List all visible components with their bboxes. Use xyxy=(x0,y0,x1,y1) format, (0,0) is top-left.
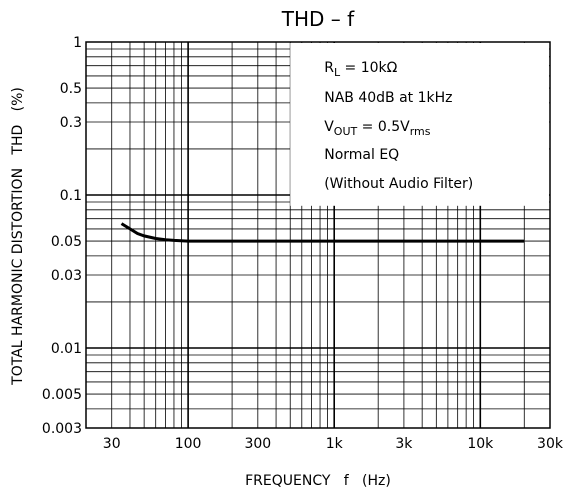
thd-curve xyxy=(120,222,525,243)
x-tick-label: 3k xyxy=(395,436,413,452)
y-tick-label: 0.3 xyxy=(60,115,82,131)
x-tick-label: 100 xyxy=(175,436,202,452)
y-tick-label: 0.05 xyxy=(51,234,82,250)
annotation-vout-symbol: V xyxy=(324,119,334,135)
y-tick-label: 0.03 xyxy=(51,268,82,284)
y-tick-label: 0.5 xyxy=(60,81,82,97)
x-tick-labels: 30 100 300 1k 3k 10k 30k xyxy=(103,436,563,452)
annotation-vout-rms: rms xyxy=(410,125,431,138)
annotation-eq: Normal EQ xyxy=(324,147,399,163)
annotation-box xyxy=(290,43,549,206)
y-tick-labels: 1 0.5 0.3 0.1 0.05 0.03 0.01 0.005 0.003 xyxy=(42,35,82,437)
annotation-rl-subscript: L xyxy=(334,66,341,79)
y-axis-label: TOTAL HARMONIC DISTORTION THD (%) xyxy=(10,87,26,386)
annotation-filter: (Without Audio Filter) xyxy=(324,176,473,192)
x-tick-label: 10k xyxy=(467,436,494,452)
annotation-rl-symbol: R xyxy=(324,60,334,76)
y-tick-label: 1 xyxy=(73,35,82,51)
x-tick-label: 30k xyxy=(537,436,563,452)
y-tick-label: 0.003 xyxy=(42,421,82,437)
annotation-vout-value: = 0.5V xyxy=(357,119,410,135)
annotation-text: RL = 10kΩ NAB 40dB at 1kHz VOUT = 0.5Vrm… xyxy=(324,60,473,192)
annotation-vout-subscript: OUT xyxy=(334,125,358,138)
y-tick-label: 0.005 xyxy=(42,387,82,403)
x-tick-label: 30 xyxy=(103,436,121,452)
annotation-output-voltage: VOUT = 0.5Vrms xyxy=(324,119,431,138)
chart-title: THD – f xyxy=(281,7,355,31)
x-tick-label: 1k xyxy=(326,436,344,452)
y-tick-label: 0.1 xyxy=(60,188,82,204)
annotation-nab: NAB 40dB at 1kHz xyxy=(324,90,452,106)
annotation-rl-value: = 10kΩ xyxy=(340,60,398,76)
x-tick-label: 300 xyxy=(244,436,271,452)
plot-frame xyxy=(85,41,551,429)
x-axis-label: FREQUENCY f (Hz) xyxy=(245,473,391,489)
annotation-load-resistance: RL = 10kΩ xyxy=(324,60,397,79)
y-tick-label: 0.01 xyxy=(51,341,82,357)
